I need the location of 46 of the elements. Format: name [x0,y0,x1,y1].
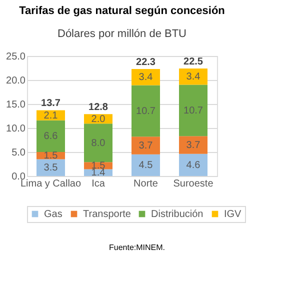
y-tick-label: 25.0 [6,52,26,62]
text: 3.4 [138,72,153,84]
legend-label: Distribución [151,209,204,220]
bar [179,68,208,85]
y-tick-label: 10.0 [6,124,26,134]
text: 3.7 [138,140,153,152]
legend-label: Gas [44,209,62,220]
legend-label: IGV [224,209,242,220]
bar [36,120,65,152]
bar [132,154,160,176]
total-label: 13.7 [41,98,61,110]
bar [179,84,208,136]
text: 3.5 [44,162,58,174]
bar [179,154,208,176]
total-label: 22.5 [184,56,204,68]
y-tick-label: 20.0 [6,76,26,86]
x-tick-label: Ica [92,178,106,190]
chart-title: Tarifas de gas natural según concesión [19,5,226,17]
bar [84,124,112,162]
bar [132,136,160,154]
bar [36,110,65,120]
y-tick-label: 5.0 [12,148,26,158]
y-tick-label: 15.0 [6,100,26,110]
text: 6.6 [44,131,58,142]
source-note: Fuente:MINEM. [108,243,166,252]
x-tick-label: Norte [134,178,158,190]
x-tick-label: Suroeste [173,178,214,190]
text: 8.0 [91,138,106,149]
text: 4.6 [186,160,200,171]
text: 2.0 [91,114,106,125]
chart-subtitle: Dólares por millón de BTU [58,28,187,40]
text: 1.5 [44,150,58,162]
bar [132,68,160,86]
text: 10.7 [184,105,203,116]
text: 4.5 [138,160,153,172]
text: 10.7 [136,106,156,117]
bar [132,85,160,137]
text: 2.1 [44,110,58,122]
bar [36,159,65,176]
legend-label: Transporte [83,209,132,220]
text: 3.4 [186,72,200,83]
total-label: 22.3 [136,56,156,68]
bar [179,136,208,154]
text: 1.4 [91,168,106,179]
text: 3.7 [186,140,200,152]
total-label: 12.8 [88,102,108,114]
